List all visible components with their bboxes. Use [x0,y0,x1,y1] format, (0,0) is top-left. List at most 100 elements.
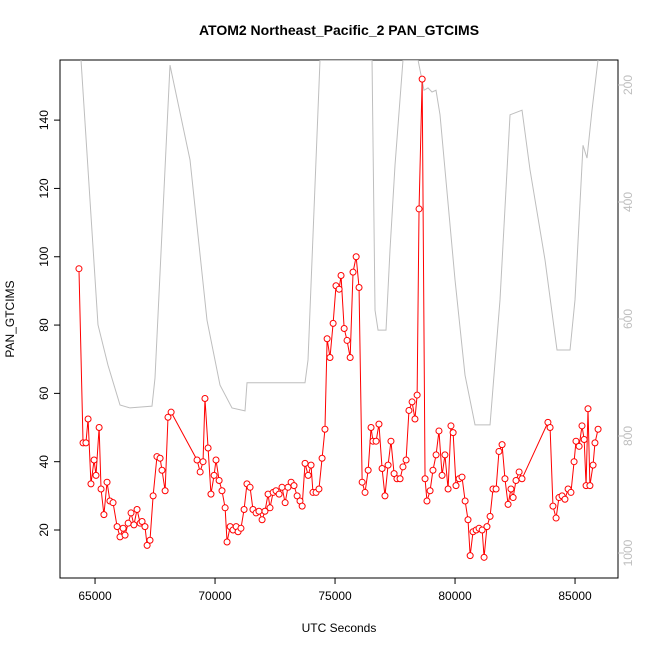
data-point [584,405,592,413]
data-point [415,205,423,213]
data-point [452,482,460,490]
data-point [384,461,392,469]
data-point [138,517,146,525]
data-point [458,473,466,481]
data-point [343,336,351,344]
data-point [210,471,218,479]
data-point [258,516,266,524]
data-point [329,319,337,327]
data-point [498,441,506,449]
data-point [515,468,523,476]
data-point [149,492,157,500]
data-point [589,461,597,469]
data-point [567,488,575,496]
series-line [78,79,599,558]
y2-tick-label: 600 [621,309,635,329]
data-point [75,265,83,273]
data-point [449,429,457,437]
data-point [509,494,517,502]
x-tick-label: 80000 [438,589,472,603]
data-point [518,475,526,483]
data-point [572,437,580,445]
y2-tick-label: 1000 [621,539,635,566]
data-point [266,504,274,512]
data-point [201,395,209,403]
chart-title: ATOM2 Northeast_Pacific_2 PAN_GTCIMS [199,22,479,38]
x-tick-label: 65000 [78,589,112,603]
data-point [402,456,410,464]
plot-frame [59,59,619,579]
data-point [290,482,298,490]
x-axis-label: UTC Seconds [302,621,377,635]
plot-area [75,60,602,561]
data-point [396,475,404,483]
data-point [298,502,306,510]
data-point [193,456,201,464]
data-point [87,480,95,488]
data-point [352,253,360,261]
data-point [321,425,329,433]
data-point [281,499,289,507]
data-point [130,521,138,529]
y2-tick-label: 200 [621,75,635,95]
data-point [413,391,421,399]
data-point [340,324,348,332]
data-point [429,466,437,474]
data-point [237,524,245,532]
data-point [307,461,315,469]
data-point [483,523,491,531]
data-point [161,487,169,495]
data-point [561,495,569,503]
data-point [594,425,602,433]
data-point [411,415,419,423]
data-point [461,497,469,505]
data-point [164,413,172,421]
data-point [507,485,515,493]
data-point [405,406,413,414]
data-point [82,439,90,447]
data-point [278,483,286,491]
data-point [212,456,220,464]
data-point [221,504,229,512]
data-point [478,526,486,534]
data-point [95,424,103,432]
data-point [100,511,108,519]
data-point [119,524,127,532]
y-tick-label: 100 [37,246,51,266]
data-point [301,459,309,467]
data-point [275,490,283,498]
data-point [570,458,578,466]
data-point [390,470,398,478]
data-point [109,499,117,507]
y-tick-label: 80 [37,318,51,332]
y-axis-label: PAN_GTCIMS [3,280,17,357]
x-tick-label: 75000 [318,589,352,603]
data-point [240,506,248,514]
data-point [447,422,455,430]
data-point [438,471,446,479]
data-point [432,451,440,459]
data-point [423,497,431,505]
y-tick-label: 20 [37,523,51,537]
data-point [387,437,395,445]
data-point [127,509,135,517]
data-point [218,487,226,495]
data-point [92,471,100,479]
data-point [207,490,215,498]
data-point [549,502,557,510]
x-tick-label: 85000 [558,589,592,603]
data-point [575,442,583,450]
data-point [315,485,323,493]
data-point [246,483,254,491]
data-point [133,506,141,514]
data-point [464,516,472,524]
y-tick-label: 120 [37,178,51,198]
data-point [512,476,520,484]
y-tick-label: 40 [37,455,51,469]
data-point [97,485,105,493]
data-point [399,463,407,471]
data-point [480,553,488,561]
data-point [552,514,560,522]
data-point [323,335,331,343]
